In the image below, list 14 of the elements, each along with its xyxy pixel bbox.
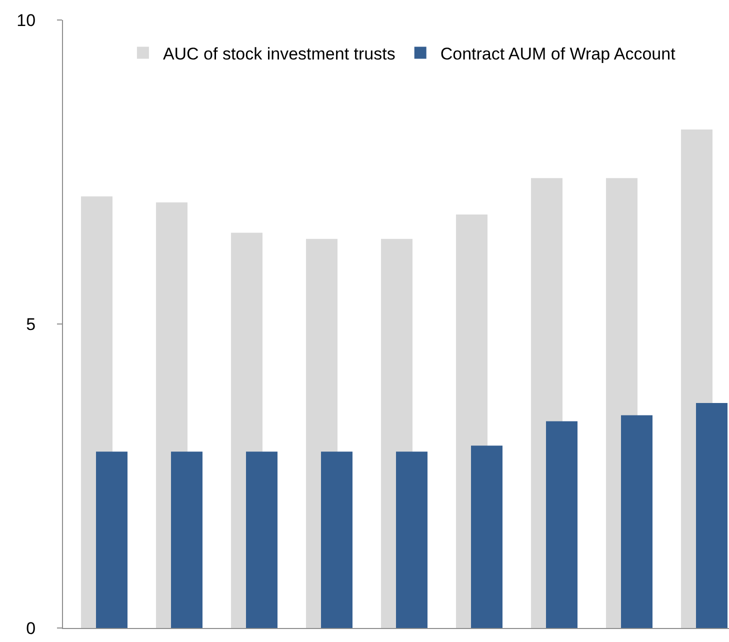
bar <box>171 452 202 628</box>
y-tick-label: 0 <box>26 618 36 638</box>
bar <box>546 421 578 628</box>
bar <box>696 403 728 628</box>
y-tick-label: 10 <box>16 10 36 30</box>
bar <box>621 415 652 628</box>
bar <box>321 452 352 628</box>
bar <box>471 446 502 628</box>
bar <box>246 452 278 628</box>
legend-label: Contract AUM of Wrap Account <box>440 44 676 64</box>
legend-label: AUC of stock investment trusts <box>162 44 396 64</box>
bar <box>396 452 428 628</box>
y-tick-label: 5 <box>26 314 36 334</box>
bar <box>96 452 128 628</box>
